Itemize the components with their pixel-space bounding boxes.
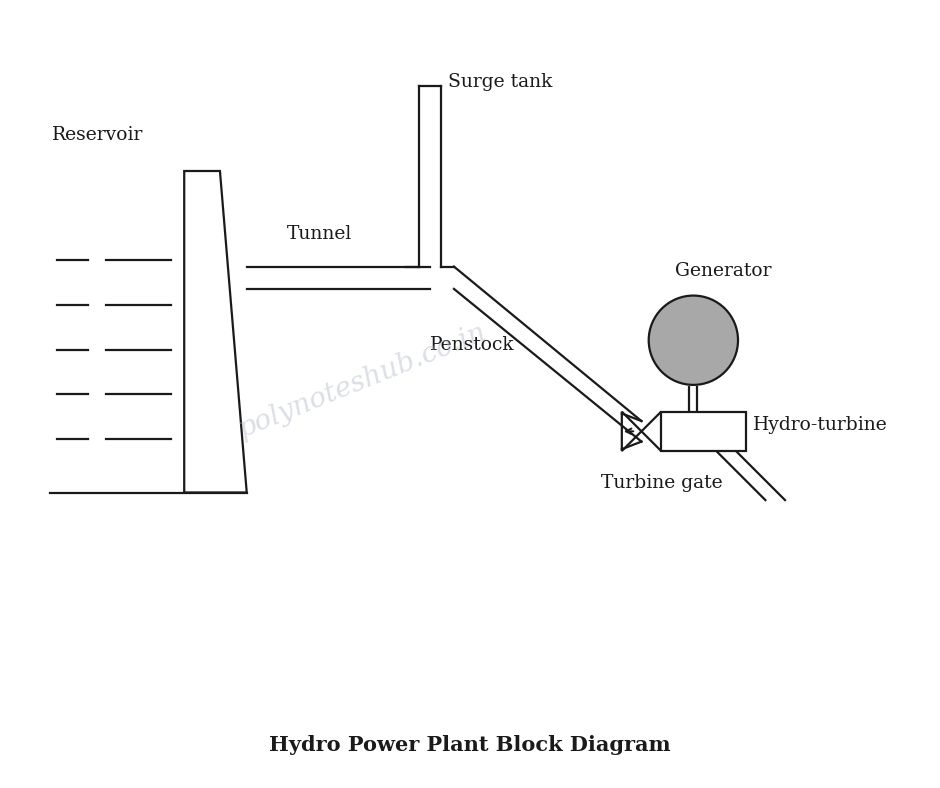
Text: Hydro-turbine: Hydro-turbine: [753, 416, 888, 434]
Text: Surge tank: Surge tank: [447, 72, 552, 91]
Circle shape: [649, 296, 738, 385]
Text: Reservoir: Reservoir: [52, 126, 144, 144]
Text: polynoteshub.co.in: polynoteshub.co.in: [235, 318, 491, 443]
Text: Generator: Generator: [676, 262, 772, 280]
Text: Tunnel: Tunnel: [287, 225, 352, 243]
Text: Turbine gate: Turbine gate: [602, 474, 723, 492]
Text: Hydro Power Plant Block Diagram: Hydro Power Plant Block Diagram: [269, 734, 671, 755]
Bar: [661, 411, 746, 451]
Text: Penstock: Penstock: [430, 336, 514, 354]
